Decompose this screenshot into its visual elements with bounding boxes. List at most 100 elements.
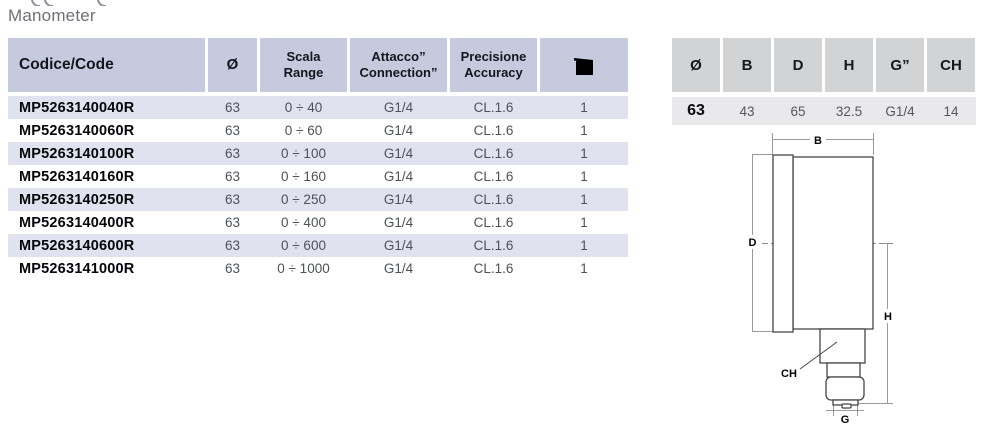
cell-code: MP5263140600R: [19, 237, 135, 254]
cell-diameter: 63: [224, 261, 241, 276]
header-accuracy: Precisione Accuracy: [450, 38, 537, 92]
clipped-glyph: [31, 0, 40, 6]
dim-label-ch: CH: [781, 368, 797, 380]
cell-pack: 1: [580, 169, 588, 184]
dimensions-table-header: Ø B D H G” CH: [672, 38, 976, 92]
cell-connection: G1/4: [383, 215, 414, 230]
cell-connection: G1/4: [383, 192, 414, 207]
gauge-thread-tip: [841, 403, 852, 409]
cell-connection: G1/4: [383, 123, 414, 138]
cell-diameter: 63: [224, 192, 241, 207]
dim-value: 43: [739, 103, 755, 119]
header-range: Scala Range: [260, 38, 347, 92]
table-row: MP5263140060R 63 0 ÷ 60 G1/4 CL.1.6 1: [8, 119, 628, 142]
gauge-bezel: [772, 154, 794, 333]
header-diameter: Ø: [208, 38, 257, 92]
package-icon: [574, 58, 593, 75]
header-code-label: Codice/Code: [19, 55, 114, 73]
gauge-connection-block: [819, 328, 866, 364]
table-row: MP5263140040R 63 0 ÷ 40 G1/4 CL.1.6 1: [8, 96, 628, 119]
cell-accuracy: CL.1.6: [473, 238, 514, 253]
products-table: Codice/Code Ø Scala Range Attacco” Conne…: [8, 38, 628, 280]
cell-diameter: 63: [224, 169, 241, 184]
cell-code: MP5263140100R: [19, 145, 135, 162]
cell-pack: 1: [580, 238, 588, 253]
dim-header: Ø: [672, 38, 720, 92]
gauge-collar: [826, 362, 861, 378]
table-row: MP5263140600R 63 0 ÷ 600 G1/4 CL.1.6 1: [8, 234, 628, 257]
cell-diameter: 63: [224, 238, 241, 253]
cell-accuracy: CL.1.6: [473, 261, 514, 276]
header-pack: [540, 38, 628, 92]
dim-header: H: [825, 38, 873, 92]
dim-value: 63: [687, 102, 705, 119]
table-row: MP5263141000R 63 0 ÷ 1000 G1/4 CL.1.6 1: [8, 257, 628, 280]
table-row: MP5263140160R 63 0 ÷ 160 G1/4 CL.1.6 1: [8, 165, 628, 188]
technical-drawing: B D H CH G: [745, 133, 895, 426]
header-code: Codice/Code: [8, 38, 205, 92]
dim-value: 14: [943, 103, 959, 119]
ch-leader-line: [799, 341, 838, 370]
cell-range: 0 ÷ 250: [281, 192, 326, 207]
dim-label-b: B: [814, 135, 822, 147]
cell-accuracy: CL.1.6: [473, 215, 514, 230]
dim-label-g: G: [841, 414, 850, 426]
cell-range: 0 ÷ 60: [284, 123, 323, 138]
cell-code: MP5263140160R: [19, 168, 135, 185]
clipped-glyph: [44, 0, 53, 6]
dim-value: 65: [790, 103, 806, 119]
page-title: Manometer: [8, 6, 96, 25]
cell-diameter: 63: [224, 215, 241, 230]
cell-range: 0 ÷ 40: [284, 100, 323, 115]
cell-code: MP5263140040R: [19, 99, 135, 116]
cell-range: 0 ÷ 600: [281, 238, 326, 253]
dim-label-h: H: [884, 311, 892, 323]
cell-range: 0 ÷ 1000: [277, 261, 330, 276]
cell-diameter: 63: [224, 123, 241, 138]
cell-pack: 1: [580, 261, 588, 276]
cell-range: 0 ÷ 160: [281, 169, 326, 184]
dim-label-d: D: [749, 237, 757, 249]
cell-accuracy: CL.1.6: [473, 146, 514, 161]
gauge-case: [792, 156, 874, 330]
dim-value: 32.5: [835, 103, 863, 119]
cell-code: MP5263140060R: [19, 122, 135, 139]
dim-header: B: [723, 38, 771, 92]
cell-pack: 1: [580, 146, 588, 161]
dim-value: G1/4: [885, 103, 915, 119]
dimensions-table-values: 63 43 65 32.5 G1/4 14: [672, 97, 976, 125]
cell-diameter: 63: [224, 100, 241, 115]
cell-diameter: 63: [224, 146, 241, 161]
cell-pack: 1: [580, 123, 588, 138]
cell-range: 0 ÷ 100: [281, 146, 326, 161]
clipped-text-fragment: [0, 0, 200, 6]
cell-connection: G1/4: [383, 169, 414, 184]
cell-accuracy: CL.1.6: [473, 192, 514, 207]
products-table-body: MP5263140040R 63 0 ÷ 40 G1/4 CL.1.6 1 MP526314…: [8, 96, 628, 280]
cell-range: 0 ÷ 400: [281, 215, 326, 230]
cell-connection: G1/4: [383, 261, 414, 276]
header-diameter-label: Ø: [226, 55, 239, 73]
cell-pack: 1: [580, 100, 588, 115]
cell-pack: 1: [580, 215, 588, 230]
cell-connection: G1/4: [383, 100, 414, 115]
dim-header: CH: [927, 38, 975, 92]
dimensions-table: Ø B D H G” CH 63 43 65 32.5 G1/4 14: [672, 38, 976, 125]
cell-connection: G1/4: [383, 146, 414, 161]
cell-code: MP5263140250R: [19, 191, 135, 208]
products-table-header: Codice/Code Ø Scala Range Attacco” Conne…: [8, 38, 628, 92]
cell-pack: 1: [580, 192, 588, 207]
table-row: MP5263140400R 63 0 ÷ 400 G1/4 CL.1.6 1: [8, 211, 628, 234]
gauge-nut: [825, 376, 865, 401]
table-row: MP5263140100R 63 0 ÷ 100 G1/4 CL.1.6 1: [8, 142, 628, 165]
cell-code: MP5263140400R: [19, 214, 135, 231]
cell-code: MP5263141000R: [19, 260, 135, 277]
cell-accuracy: CL.1.6: [473, 100, 514, 115]
dim-header: D: [774, 38, 822, 92]
cell-connection: G1/4: [383, 238, 414, 253]
clipped-glyph: [97, 0, 106, 6]
cell-accuracy: CL.1.6: [473, 123, 514, 138]
cell-accuracy: CL.1.6: [473, 169, 514, 184]
dim-header: G”: [876, 38, 924, 92]
header-connection: Attacco” Connection”: [350, 38, 447, 92]
